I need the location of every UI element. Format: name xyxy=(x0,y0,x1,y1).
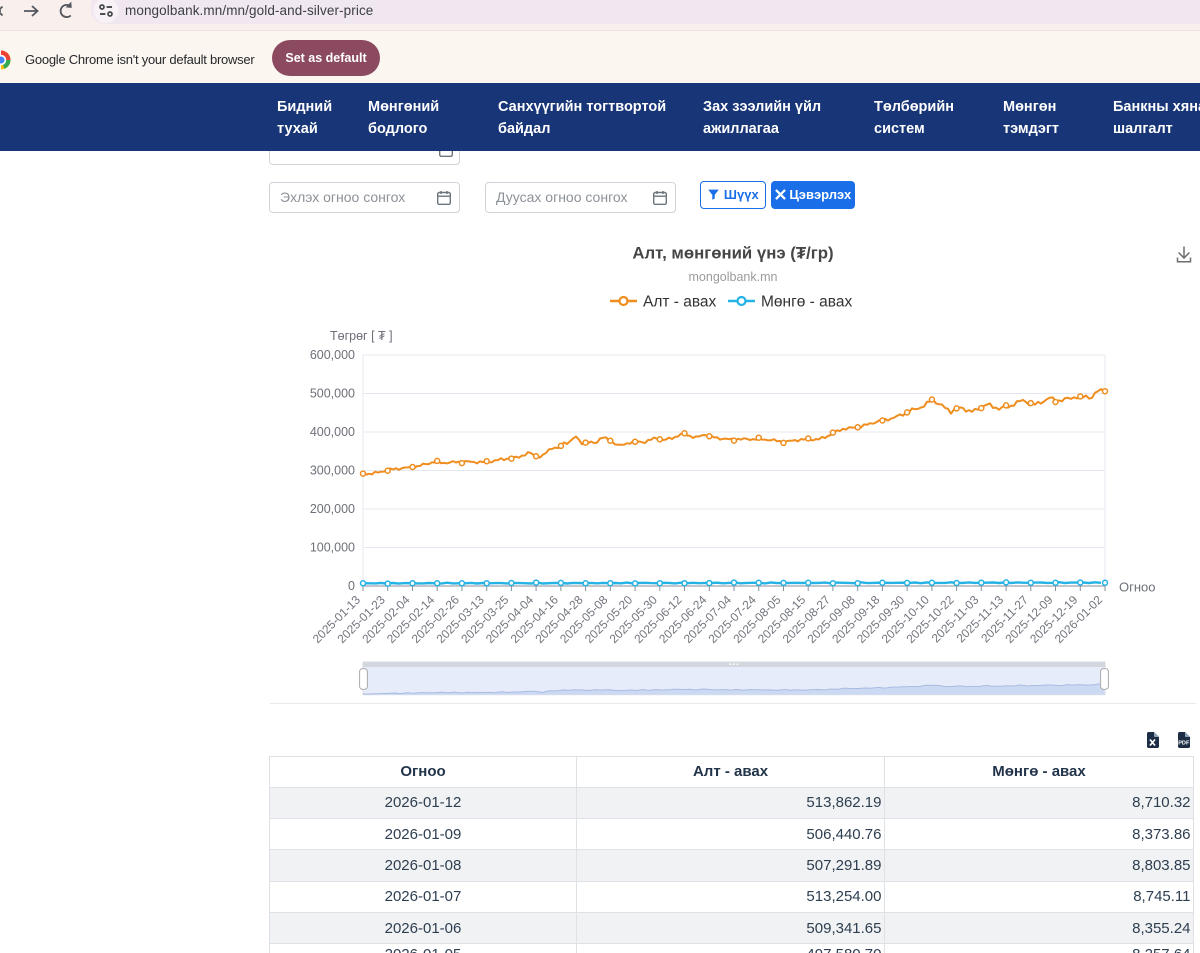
svg-text:0: 0 xyxy=(348,579,355,593)
svg-text:mongolbank.mn: mongolbank.mn xyxy=(689,270,778,284)
svg-text:300,000: 300,000 xyxy=(310,464,355,478)
svg-text:Алт, мөнгөний үнэ (₮/гр): Алт, мөнгөний үнэ (₮/гр) xyxy=(632,244,833,263)
svg-text:Алт - авах: Алт - авах xyxy=(643,294,717,311)
svg-text:400,000: 400,000 xyxy=(310,425,355,439)
svg-text:200,000: 200,000 xyxy=(310,502,355,516)
svg-text:100,000: 100,000 xyxy=(310,541,355,555)
svg-text:Огноо: Огноо xyxy=(1119,580,1156,595)
svg-text:600,000: 600,000 xyxy=(310,348,355,362)
svg-text:PDF: PDF xyxy=(1178,740,1190,746)
svg-text:500,000: 500,000 xyxy=(310,387,355,401)
svg-text:Мөнгө - авах: Мөнгө - авах xyxy=(761,294,852,311)
svg-text:Төгрөг [ ₮ ]: Төгрөг [ ₮ ] xyxy=(330,329,393,343)
